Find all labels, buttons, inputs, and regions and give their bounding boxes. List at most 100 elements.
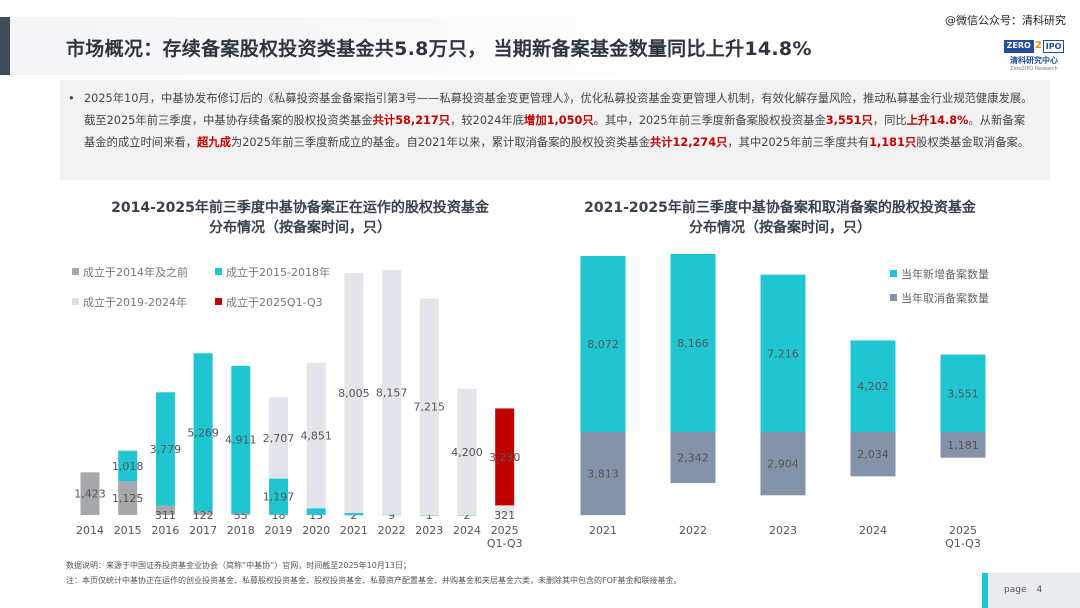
legend-label: 成立于2015-2018年 [226, 265, 330, 279]
data-label: 1,423 [74, 488, 106, 501]
x-tick-label: Q1-Q3 [487, 537, 523, 550]
footnotes: 数据说明：来源于中国证券投资基金业协会（简称“中基协”）官网，时间截至2025年… [66, 558, 682, 588]
summary-segment: 为2025年前三季度新成立的基金。自2021年以来，累计取消备案的股权投资类基金 [230, 136, 650, 149]
bar-segment [495, 408, 515, 506]
legend-swatch [890, 270, 897, 277]
chart-title-line: 分布情况（按备案时间，只） [209, 220, 391, 236]
data-label: 122 [193, 509, 214, 522]
bar-segment [344, 513, 364, 515]
data-label: 4,200 [451, 446, 483, 459]
data-label: 1,018 [112, 460, 144, 473]
legend-label: 当年新增备案数量 [901, 267, 989, 281]
legend-label: 成立于2014年及之前 [83, 265, 188, 279]
legend-swatch [890, 294, 897, 301]
logo-mark: IPO [1042, 40, 1065, 53]
data-label: 3,230 [489, 451, 521, 464]
bar-negative [760, 432, 806, 496]
highlight-text: 超九成 [196, 136, 231, 149]
data-label: 2,707 [263, 432, 295, 445]
title-accent-bar [0, 17, 10, 75]
chart-title-line: 2014-2025年前三季度中基协备案正在运作的股权投资基金 [111, 200, 489, 216]
data-label: 8,157 [376, 386, 408, 399]
highlight-text: 共计58,217只 [372, 114, 451, 127]
bar-segment [306, 508, 326, 515]
page-indicator: page 4 [982, 573, 1080, 608]
bar-segment [269, 514, 288, 515]
right-diverging-bar-chart: 8,072 3,813 2021 8,166 2,342 2022 7,216 2,904 20… [580, 253, 989, 550]
bar-positive [580, 256, 626, 432]
data-label: 4,202 [857, 380, 889, 393]
summary-segment: ，同比 [872, 114, 907, 127]
data-label: 321 [494, 509, 515, 522]
summary-segment: ，其中2025年前三季度共有 [727, 136, 870, 149]
bar-segment [306, 362, 326, 509]
bar-positive [760, 274, 806, 432]
bar-segment [495, 505, 515, 515]
bullet: • [68, 92, 75, 105]
highlight-text: 1,181只 [869, 136, 917, 149]
title-band [10, 17, 730, 75]
bar-segment [193, 511, 213, 515]
data-label: 2,342 [677, 452, 709, 465]
bar-segment [118, 450, 138, 482]
data-label: 1,181 [947, 439, 979, 452]
bar-positive [670, 253, 716, 432]
bar-segment [457, 388, 477, 515]
data-label: 7,216 [767, 347, 799, 360]
data-label: 7,215 [414, 401, 446, 414]
highlight-text: 上升14.8% [906, 114, 969, 127]
x-tick-label: 2025 [491, 524, 519, 537]
data-label: 2,904 [767, 458, 799, 471]
highlight-text: 3,551只 [825, 114, 873, 127]
x-tick-label: 2022 [378, 524, 406, 537]
data-label: 4,851 [300, 429, 332, 442]
watermark: @微信公众号：清科研究 [945, 14, 1066, 27]
summary-segment: 。从新备案基金的成立时间来看， [84, 114, 1025, 149]
data-label: 1,197 [263, 491, 295, 504]
bar-segment [155, 392, 175, 506]
bar-segment [344, 514, 364, 516]
logo-en: Zero2IPO Research [1010, 66, 1058, 72]
legend-swatch [72, 298, 79, 305]
page-title: 市场概况：存续备案股权投资类基金共5.8万只， 当期新备案基金数量同比上升14.… [66, 38, 812, 60]
x-tick-label: 2017 [189, 524, 217, 537]
bar-segment [231, 513, 251, 515]
data-label: 3,779 [150, 443, 182, 456]
bar-segment [457, 514, 477, 516]
chart-title-line: 分布情况（按备案时间，只） [689, 220, 871, 236]
x-tick-label: 2015 [114, 524, 142, 537]
logo-cn: 清科研究中心 [1010, 56, 1058, 65]
legend-swatch [215, 298, 222, 305]
x-tick-label: 2024 [859, 524, 887, 537]
scope-note: 注：本页仅统计中基协正在运作的创业投资基金、私募股权投资基金、股权投资基金、私募… [66, 576, 682, 585]
bar-segment [231, 366, 251, 514]
x-tick-label: 2021 [340, 524, 368, 537]
data-label: 8,072 [587, 338, 619, 351]
x-tick-label: 2023 [415, 524, 443, 537]
summary-segment: 。其中，2025年前三季度新备案股权投资基金 [593, 114, 826, 127]
bar-segment [419, 514, 439, 516]
bar-segment [155, 505, 175, 515]
x-tick-label: 2025 [949, 524, 977, 537]
summary-segment: 股权类基金取消备案。 [916, 136, 1030, 149]
bar-segment [419, 298, 439, 515]
x-tick-label: 2016 [151, 524, 179, 537]
legend-label: 成立于2019-2024年 [83, 295, 187, 309]
zero2ipo-logo: ZERO 2 IPO 清科研究中心 Zero2IPO Research [1003, 33, 1065, 72]
bar-segment [269, 478, 288, 515]
x-tick-label: 2014 [76, 524, 104, 537]
data-label: 8,166 [677, 337, 709, 350]
data-label: 2 [464, 509, 471, 522]
summary-text: 2025年10月，中基协发布修订后的《私募投资基金备案指引第3号——私募投资基金… [84, 92, 1032, 149]
legend-label: 当年取消备案数量 [901, 291, 989, 305]
legend-swatch [72, 268, 79, 275]
data-label: 5,269 [187, 426, 219, 439]
bar-negative [850, 432, 896, 477]
data-label: 2 [350, 509, 357, 522]
bar-negative [580, 432, 626, 516]
bar-positive [850, 340, 896, 432]
x-tick-label: 2019 [265, 524, 293, 537]
bar-segment [80, 472, 100, 515]
highlight-text: 增加1,050只 [524, 114, 594, 127]
